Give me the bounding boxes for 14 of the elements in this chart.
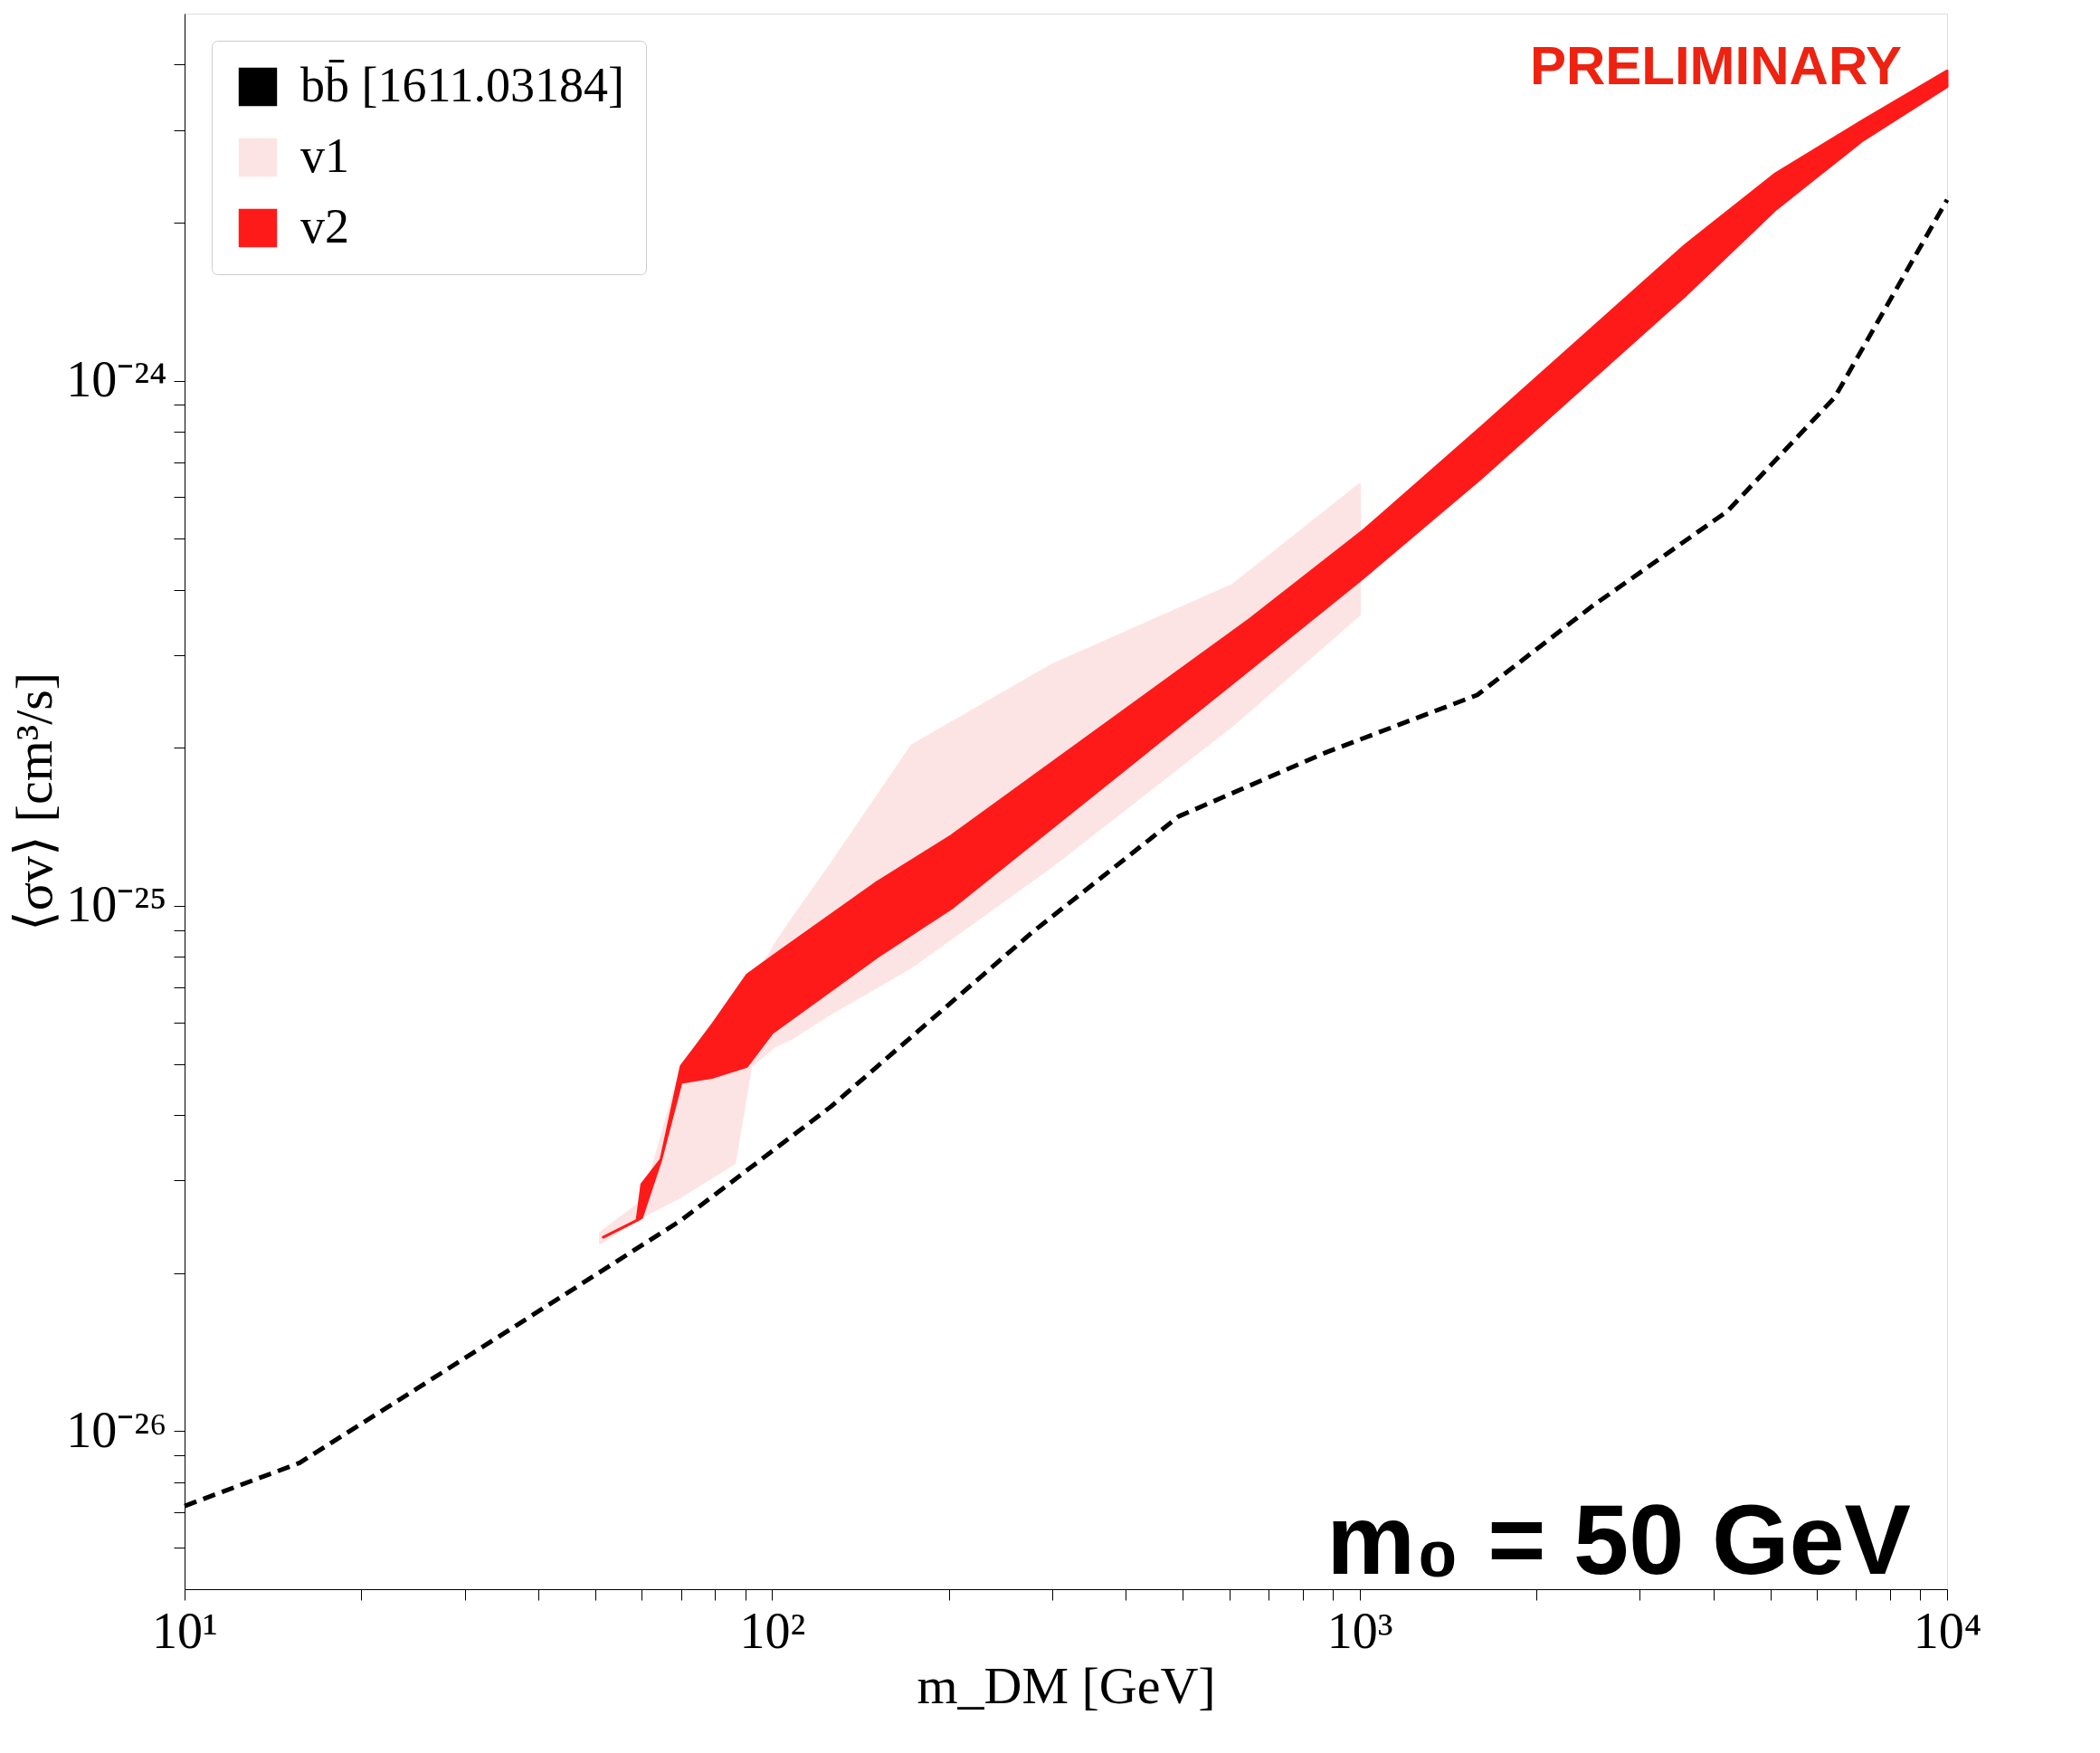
legend-label: bb̄ [1611.03184]: [300, 58, 624, 112]
x-tick-label: 10⁴: [1913, 1602, 1982, 1659]
x-tick-label: 10²: [739, 1602, 806, 1659]
y-tick-label: 10⁻²⁵: [66, 876, 167, 933]
y-axis-title: ⟨σv⟩ [cm³/s]: [5, 672, 64, 932]
annotation: PRELIMINARY: [1529, 35, 1902, 96]
x-tick-label: 10¹: [152, 1602, 218, 1659]
x-tick-label: 10³: [1326, 1602, 1393, 1659]
y-tick-label: 10⁻²⁶: [66, 1401, 167, 1458]
annotation: m₀ = 50 GeV: [1326, 1483, 1911, 1595]
x-axis-title: m_DM [GeV]: [917, 1655, 1216, 1715]
y-tick-label: 10⁻²⁴: [66, 351, 167, 408]
legend-label: v2: [300, 199, 349, 253]
legend-label: v1: [300, 129, 349, 183]
